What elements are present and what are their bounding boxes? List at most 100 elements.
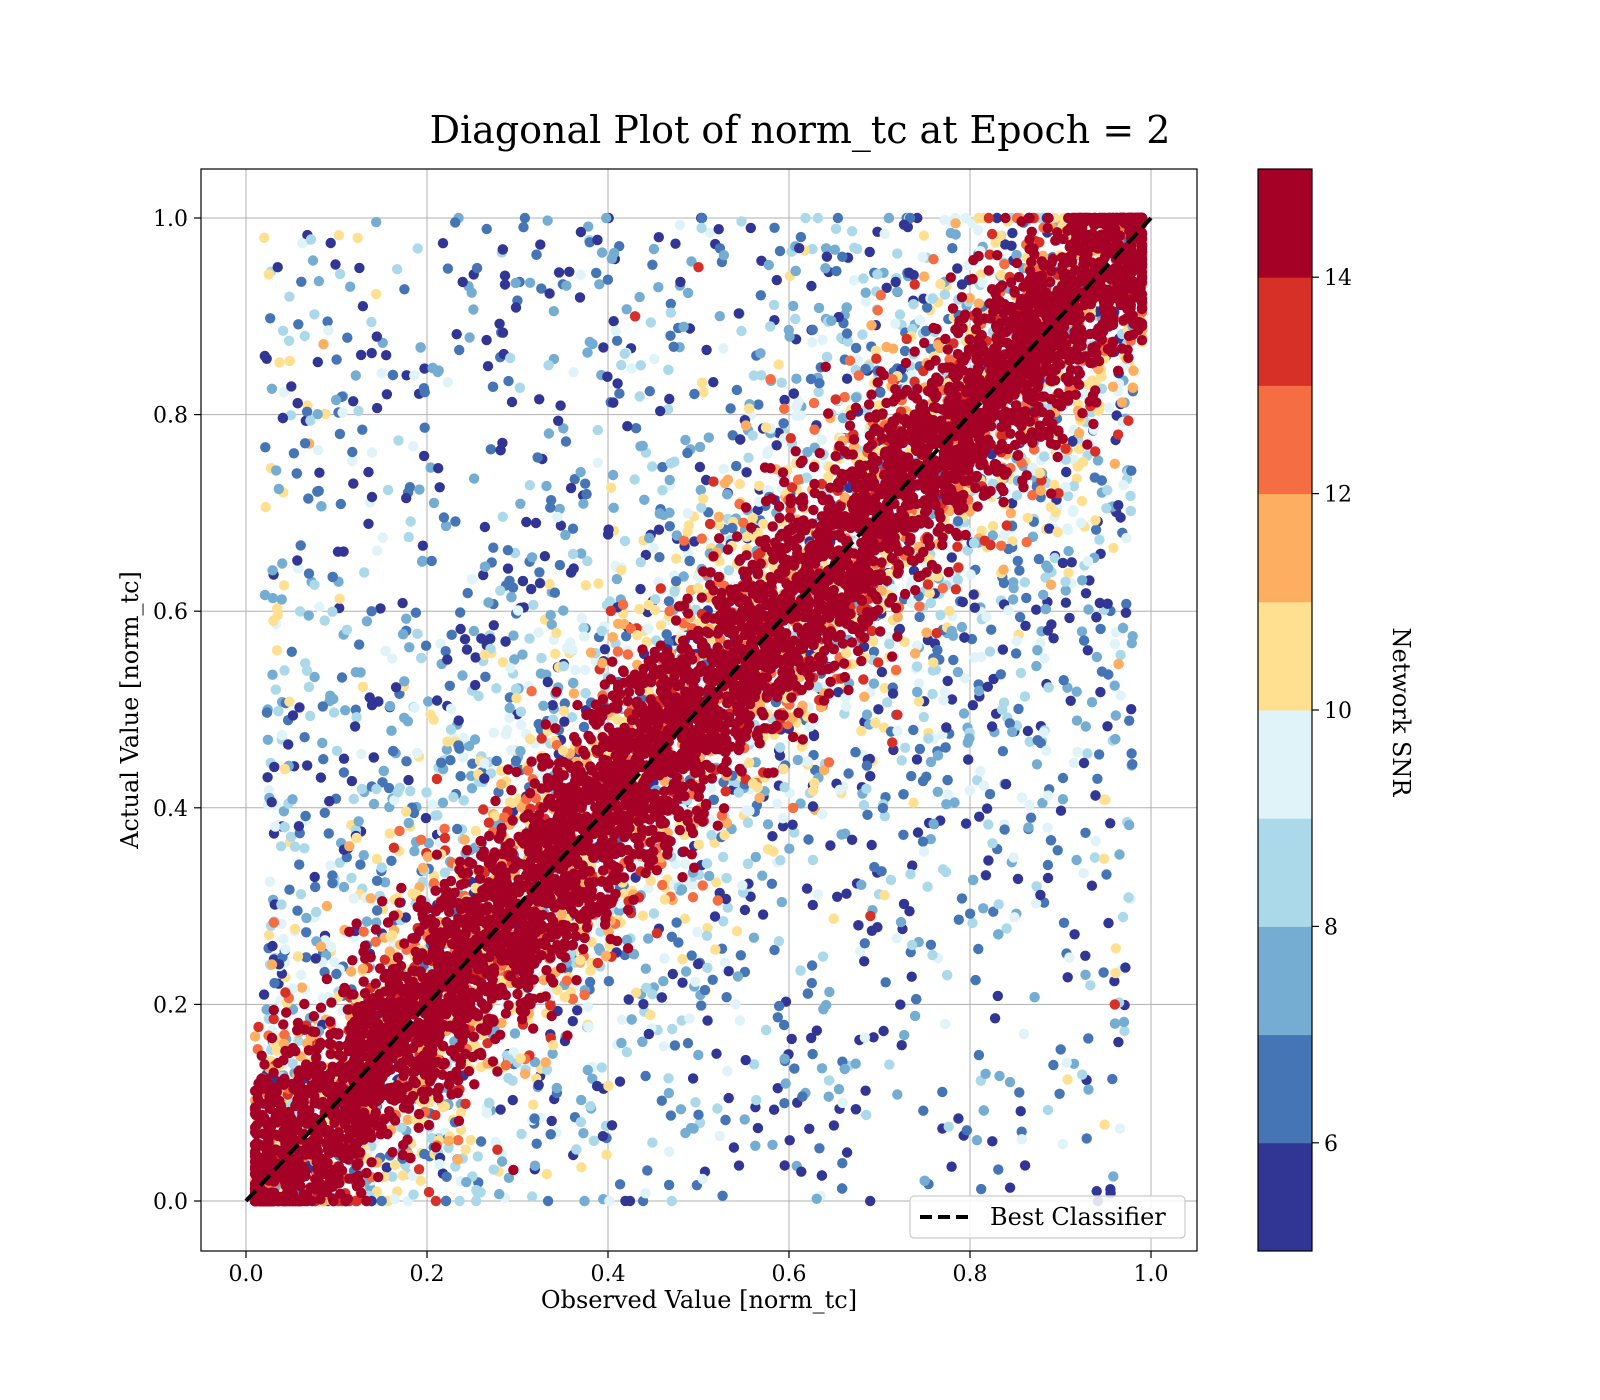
- scatter-point: [1024, 799, 1035, 811]
- scatter-point: [330, 394, 342, 406]
- scatter-point: [943, 789, 954, 800]
- scatter-point: [720, 1114, 731, 1126]
- scatter-point: [515, 719, 527, 730]
- scatter-point: [693, 1049, 704, 1061]
- scatter-point: [626, 363, 637, 374]
- scatter-point: [643, 1028, 655, 1040]
- scatter-point: [913, 678, 925, 689]
- scatter-point: [790, 265, 801, 277]
- scatter-point: [1007, 227, 1018, 239]
- scatter-point: [1057, 772, 1069, 784]
- scatter-point: [884, 1059, 895, 1070]
- scatter-point: [458, 795, 469, 806]
- scatter-point: [1076, 626, 1088, 637]
- scatter-point: [779, 394, 790, 406]
- scatter-point: [952, 666, 964, 678]
- scatter-point: [946, 625, 957, 637]
- scatter-point: [1015, 1106, 1026, 1117]
- scatter-point: [394, 825, 405, 837]
- scatter-point: [325, 237, 336, 249]
- scatter-point: [640, 1188, 651, 1199]
- scatter-point: [473, 690, 484, 702]
- scatter-point: [919, 1175, 930, 1187]
- scatter-point: [686, 950, 697, 961]
- scatter-point: [299, 843, 310, 854]
- scatter-point: [892, 286, 903, 297]
- scatter-point: [419, 363, 430, 374]
- scatter-point: [567, 644, 578, 655]
- scatter-point: [1058, 675, 1069, 686]
- scatter-point: [493, 786, 504, 798]
- scatter-point: [355, 859, 366, 870]
- scatter-point: [967, 874, 979, 886]
- scatter-point: [582, 347, 593, 358]
- scatter-point: [981, 611, 992, 623]
- scatter-point: [817, 334, 828, 345]
- scatter-point: [1078, 867, 1089, 879]
- scatter-point: [648, 243, 660, 255]
- scatter-point: [327, 606, 338, 617]
- scatter-point: [1094, 534, 1105, 545]
- scatter-point: [776, 896, 787, 908]
- scatter-point: [357, 301, 369, 312]
- scatter-point: [511, 692, 522, 704]
- scatter-point: [384, 828, 395, 839]
- scatter-point: [428, 497, 440, 509]
- scatter-point: [267, 592, 278, 604]
- scatter-point: [820, 243, 832, 254]
- scatter-point: [296, 982, 308, 993]
- scatter-point: [401, 613, 412, 624]
- scatter-point: [997, 644, 1009, 655]
- scatter-point: [734, 1015, 746, 1026]
- scatter-point: [844, 355, 856, 366]
- scatter-point: [568, 367, 579, 378]
- scatter-point: [287, 794, 298, 805]
- scatter-point: [826, 315, 837, 326]
- scatter-point: [515, 746, 526, 757]
- scatter-point: [996, 704, 1008, 715]
- scatter-point: [983, 819, 994, 830]
- scatter-point: [740, 1054, 751, 1066]
- scatter-point: [371, 331, 382, 342]
- scatter-point: [427, 799, 438, 810]
- scatter-point: [478, 569, 489, 581]
- scatter-point: [444, 680, 455, 691]
- scatter-point: [664, 507, 675, 518]
- scatter-point: [293, 563, 304, 574]
- scatter-point: [653, 232, 664, 243]
- scatter-point: [614, 388, 625, 399]
- scatter-point: [735, 950, 746, 961]
- scatter-point: [1078, 757, 1090, 769]
- scatter-point: [263, 269, 274, 280]
- scatter-point: [654, 552, 665, 563]
- scatter-point: [908, 797, 919, 808]
- scatter-point: [584, 336, 595, 348]
- scatter-point: [440, 646, 451, 657]
- scatter-point: [393, 435, 404, 446]
- scatter-point: [277, 325, 289, 336]
- scatter-point: [677, 977, 688, 988]
- scatter-point: [376, 862, 387, 873]
- scatter-point: [494, 1188, 505, 1200]
- scatter-point: [286, 646, 297, 657]
- scatter-point: [445, 703, 457, 714]
- scatter-point: [657, 485, 668, 496]
- scatter-point: [270, 821, 281, 832]
- scatter-point: [313, 276, 325, 287]
- scatter-point: [461, 644, 473, 655]
- scatter-point: [464, 332, 475, 343]
- scatter-point: [702, 962, 713, 973]
- scatter-point: [950, 229, 961, 240]
- scatter-point: [461, 1176, 472, 1188]
- scatter-point: [371, 216, 382, 228]
- scatter-point: [458, 752, 469, 763]
- scatter-point: [728, 1142, 740, 1153]
- scatter-point: [779, 1053, 790, 1065]
- scatter-point: [774, 245, 786, 257]
- scatter-point: [546, 1115, 557, 1127]
- scatter-point: [1008, 577, 1019, 588]
- scatter-point: [995, 669, 1006, 680]
- scatter-point: [328, 693, 339, 705]
- scatter-point: [318, 339, 329, 350]
- scatter-point: [279, 665, 290, 676]
